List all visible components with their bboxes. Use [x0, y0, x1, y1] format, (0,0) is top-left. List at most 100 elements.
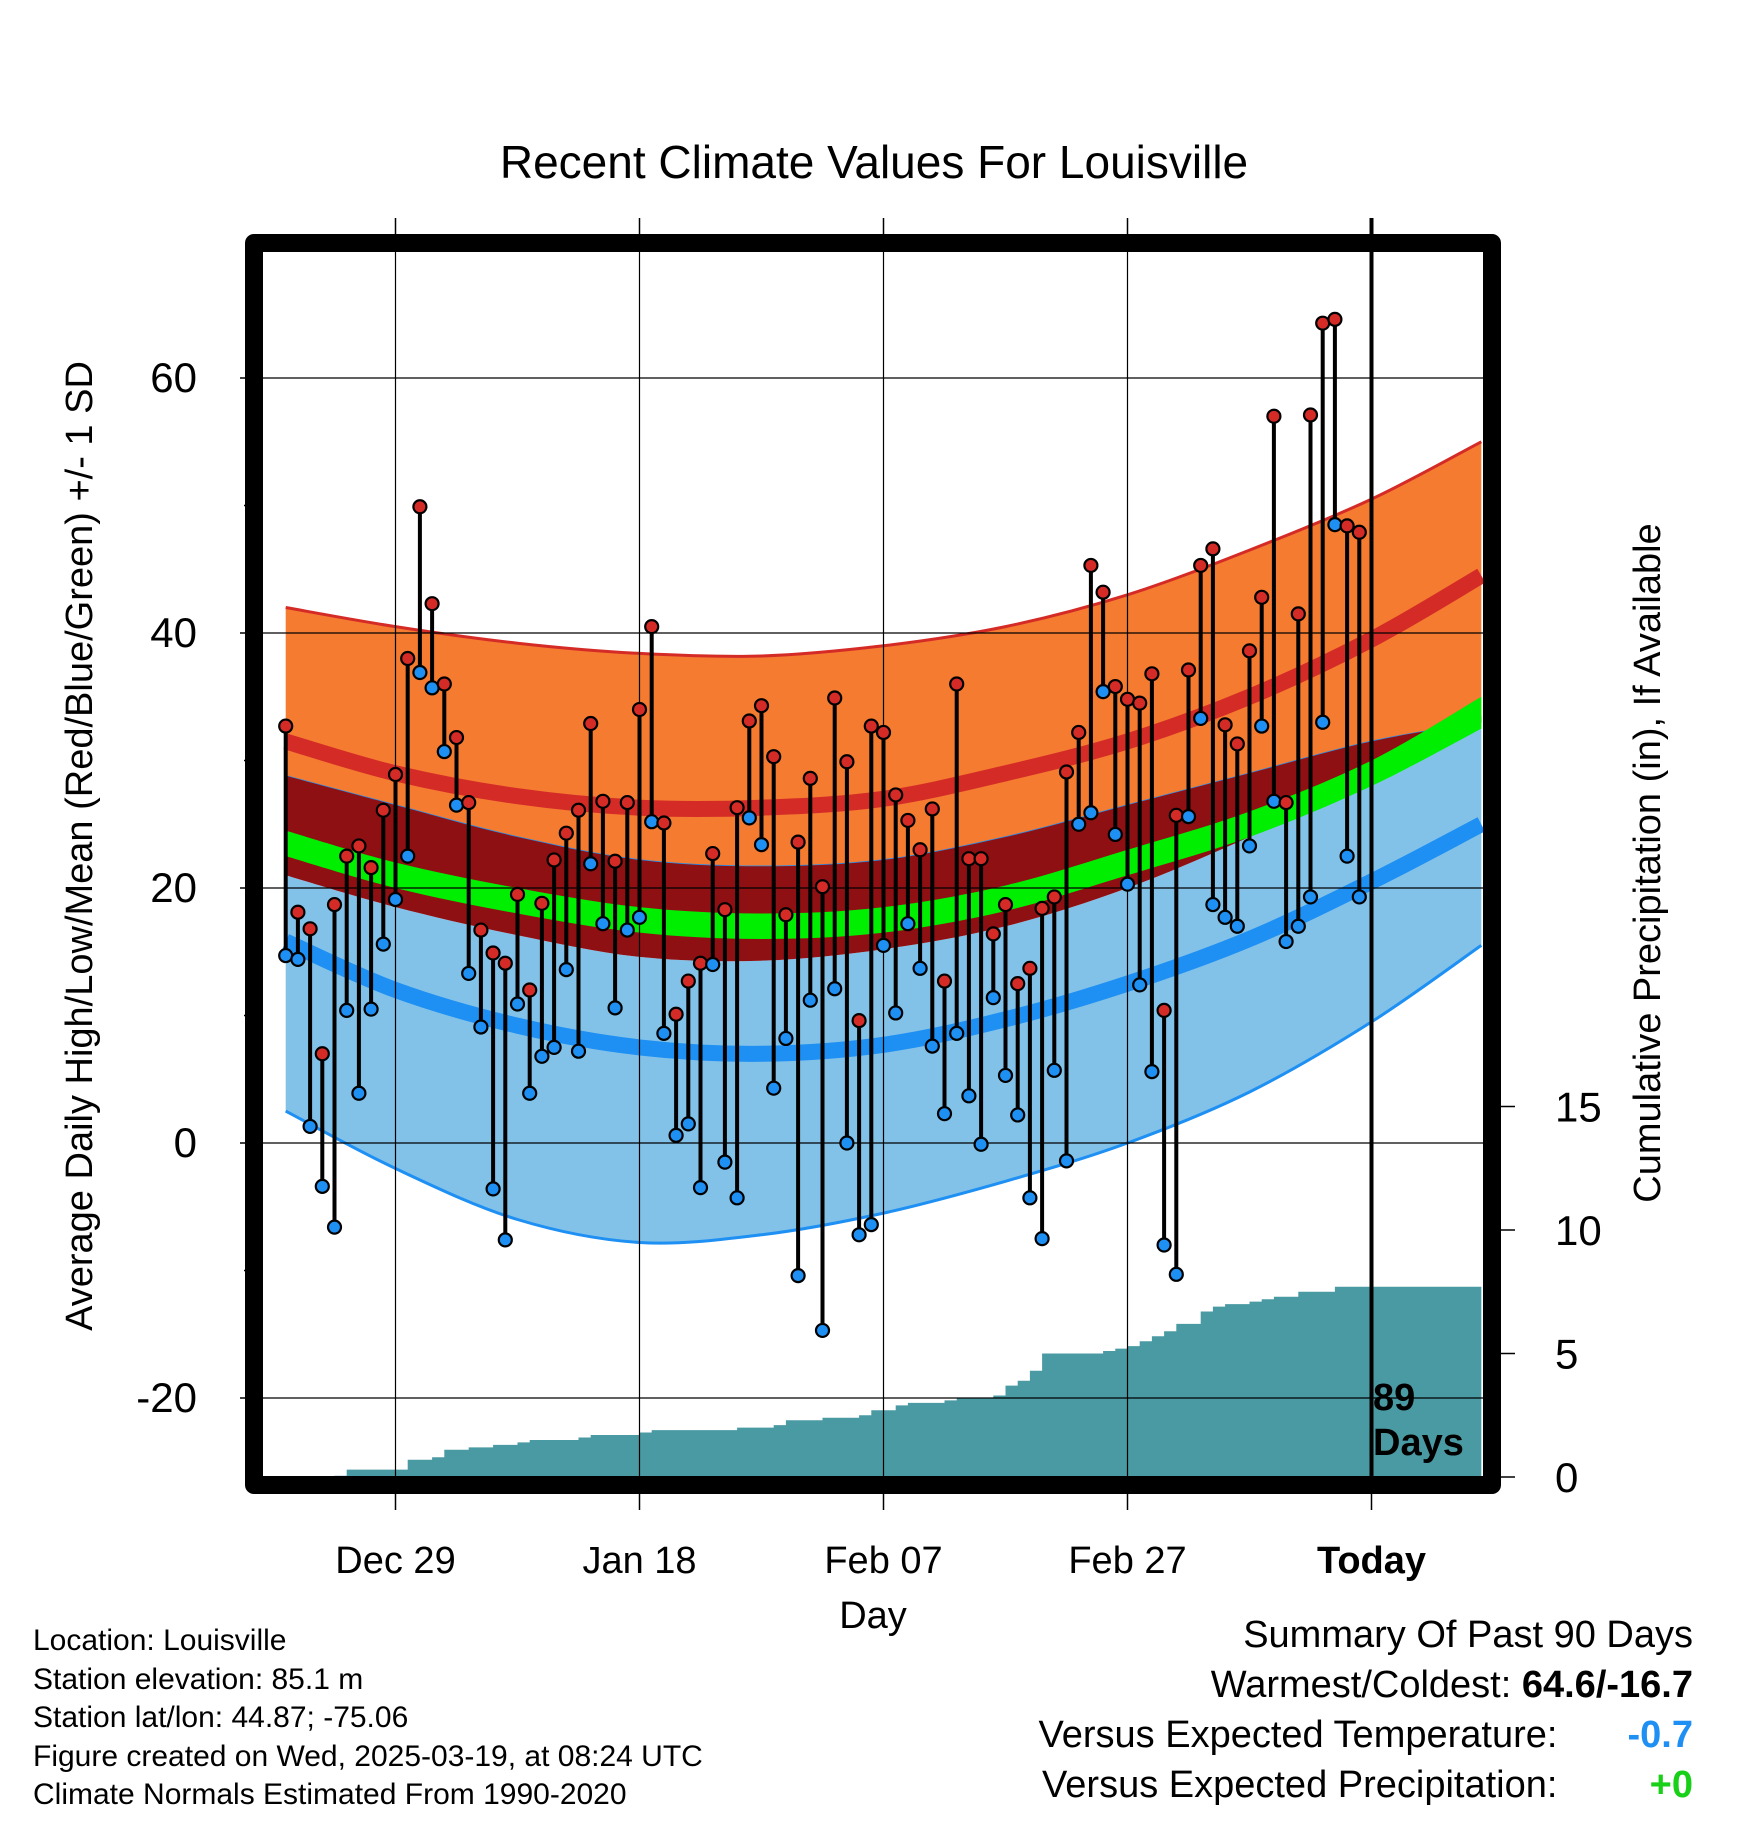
daily-high-point — [302, 921, 318, 937]
daily-low-point — [741, 810, 757, 826]
daily-low-point — [656, 1025, 672, 1041]
daily-low-point — [387, 891, 404, 908]
daily-high-point — [949, 676, 965, 692]
daily-high-point — [1278, 794, 1294, 811]
x-tick-label: Jan 18 — [582, 1540, 696, 1582]
y-tick-label: 20 — [150, 864, 197, 911]
daily-low-point — [351, 1085, 367, 1101]
daily-low-point — [595, 916, 611, 932]
daily-high-point — [534, 895, 550, 911]
daily-high-point — [1010, 976, 1026, 992]
daily-high-point — [936, 973, 953, 989]
y-tick-label: 0 — [174, 1119, 197, 1166]
precip-departure-label: Versus Expected Precipitation: — [1042, 1764, 1558, 1806]
daily-high-point — [644, 619, 660, 635]
daily-high-point — [802, 770, 818, 786]
daily-high-point — [1095, 584, 1111, 600]
daily-low-point — [827, 981, 843, 997]
daily-high-point — [558, 825, 574, 841]
daily-high-point — [1058, 764, 1075, 780]
summary-temp-departure: Versus Expected Temperature: -0.7 — [1039, 1710, 1693, 1760]
climate-normals-note: Climate Normals Estimated From 1990-2020 — [33, 1778, 627, 1811]
daily-low-point — [583, 856, 599, 872]
daily-low-point — [1010, 1107, 1026, 1123]
daily-high-point — [412, 499, 428, 515]
daily-high-point — [1156, 1002, 1172, 1019]
daily-high-point — [997, 896, 1014, 913]
daily-low-point — [802, 992, 818, 1008]
chart-title: Recent Climate Values For Louisville — [500, 136, 1248, 188]
y-tick-label: 60 — [150, 354, 197, 401]
daily-high-point — [729, 800, 745, 816]
daily-high-point — [1180, 662, 1197, 678]
daily-high-point — [827, 690, 843, 706]
daily-low-point — [1229, 918, 1245, 934]
daily-low-point — [314, 1178, 330, 1194]
daily-high-point — [497, 955, 513, 971]
precip-tick-label: 0 — [1555, 1454, 1578, 1501]
daily-high-point — [839, 754, 855, 770]
daily-low-point — [863, 1216, 879, 1233]
daily-high-point — [436, 676, 452, 692]
precip-tick-label: 5 — [1555, 1331, 1578, 1378]
daily-high-point — [619, 794, 635, 811]
daily-high-point — [741, 713, 757, 729]
daily-low-point — [705, 956, 721, 973]
daily-high-point — [351, 838, 367, 854]
daily-high-point — [485, 945, 501, 961]
daily-high-point — [656, 815, 672, 831]
daily-low-point — [729, 1190, 745, 1206]
precip-departure-value: +0 — [1649, 1764, 1693, 1806]
daily-high-point — [1132, 695, 1148, 711]
daily-high-point — [375, 802, 391, 818]
daily-high-point — [1205, 541, 1221, 557]
y-tick-label: -20 — [136, 1374, 197, 1421]
x-tick-label: Feb 07 — [824, 1540, 942, 1582]
daily-high-point — [339, 848, 355, 864]
daily-high-point — [448, 729, 465, 746]
daily-low-point — [1180, 808, 1197, 825]
daily-low-point — [1241, 838, 1258, 854]
x-tick-label: Feb 27 — [1068, 1540, 1186, 1582]
today-days-label: Days — [1373, 1422, 1464, 1464]
daily-low-point — [1095, 684, 1111, 700]
cumulative-precip-area — [334, 1286, 1482, 1476]
daily-low-point — [1132, 977, 1148, 993]
daily-low-point — [363, 1001, 379, 1017]
daily-low-point — [1327, 517, 1343, 533]
daily-high-point — [875, 724, 892, 741]
daily-high-point — [1241, 643, 1258, 659]
summary-warmest-coldest: Warmest/Coldest: 64.6/-16.7 — [1039, 1660, 1693, 1710]
daily-high-point — [1046, 889, 1062, 905]
daily-high-point — [705, 845, 721, 862]
daily-high-point — [1022, 960, 1038, 976]
daily-low-point — [1034, 1231, 1050, 1247]
daily-low-point — [1046, 1062, 1062, 1078]
precip-tick-label: 15 — [1555, 1084, 1602, 1131]
daily-low-point — [448, 797, 465, 813]
daily-high-point — [1119, 691, 1136, 707]
daily-high-point — [1107, 678, 1123, 695]
daily-high-point — [1083, 557, 1099, 574]
daily-low-point — [753, 837, 770, 853]
daily-high-point — [1351, 524, 1367, 540]
daily-low-point — [839, 1135, 855, 1151]
summary-precip-departure: Versus Expected Precipitation: +0 — [1039, 1760, 1693, 1810]
daily-low-point — [961, 1088, 977, 1104]
station-info: Location: Louisville Station elevation: … — [33, 1622, 703, 1815]
daily-low-point — [461, 965, 477, 982]
daily-high-point — [1229, 736, 1245, 752]
daily-high-point — [1339, 518, 1355, 534]
daily-high-point — [668, 1006, 684, 1022]
daily-low-point — [400, 848, 416, 864]
daily-high-point — [680, 973, 696, 989]
daily-high-point — [1193, 557, 1209, 574]
daily-low-point — [1339, 848, 1355, 864]
daily-low-point — [1351, 889, 1367, 905]
daily-low-point — [339, 1002, 355, 1019]
daily-low-point — [851, 1227, 867, 1243]
daily-low-point — [375, 936, 391, 952]
daily-low-point — [997, 1067, 1014, 1084]
daily-low-point — [1156, 1237, 1172, 1253]
daily-low-point — [778, 1030, 794, 1047]
